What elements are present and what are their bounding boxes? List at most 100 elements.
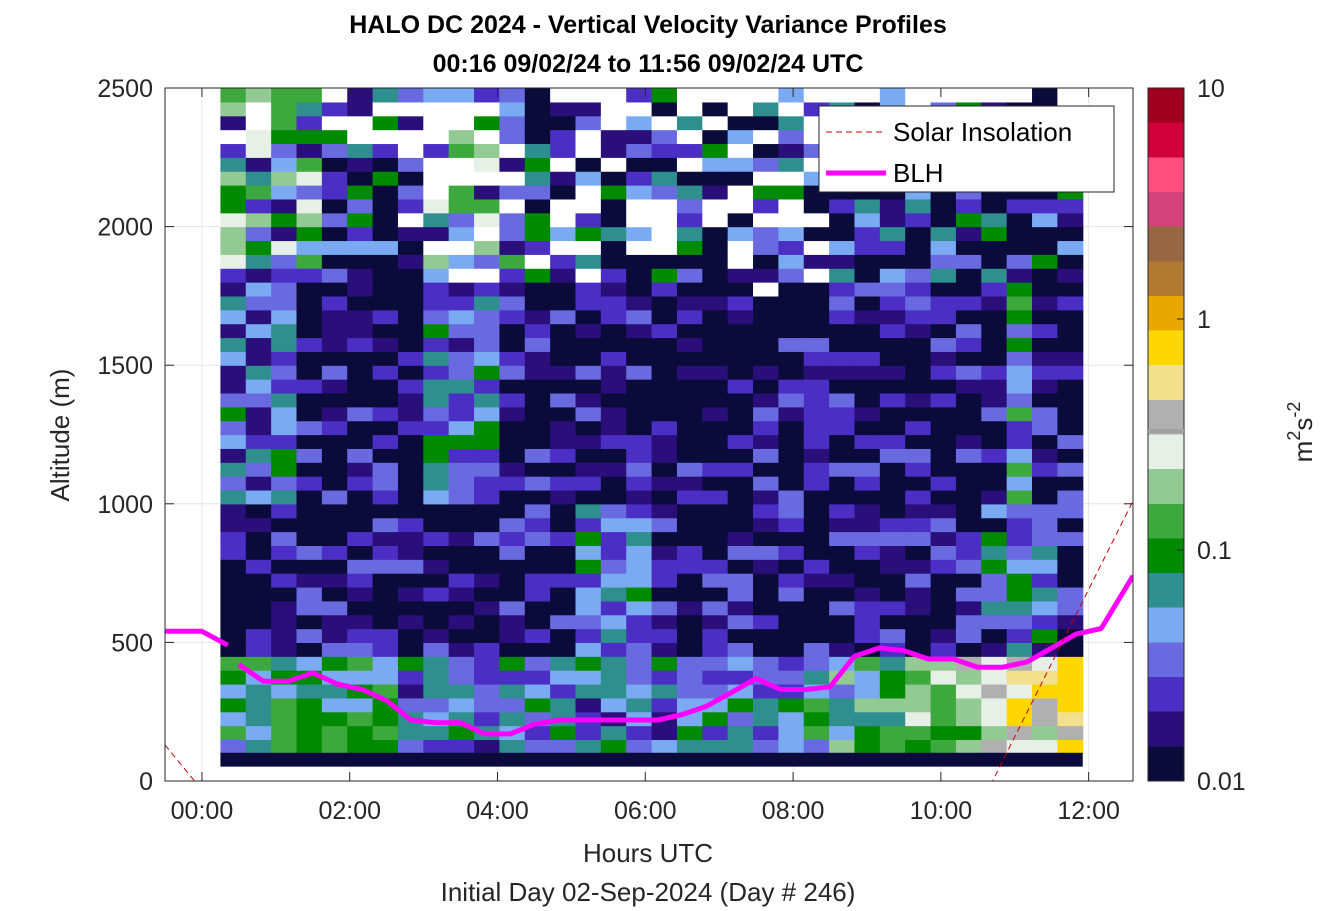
heatmap-cell (727, 642, 754, 657)
heatmap-cell (423, 379, 450, 394)
heatmap-cell (702, 379, 729, 394)
heatmap-cell (981, 642, 1008, 657)
heatmap-cell (727, 476, 754, 491)
heatmap-cell (879, 489, 906, 505)
heatmap-cell (651, 739, 678, 754)
heatmap-cell (575, 115, 602, 131)
heatmap-cell (930, 725, 957, 741)
heatmap-cell (550, 185, 577, 200)
heatmap-cell (499, 101, 526, 117)
heatmap-cell (955, 198, 982, 214)
heatmap-cell (753, 434, 779, 449)
heatmap-cell (626, 420, 653, 436)
heatmap-cell (803, 365, 830, 380)
heatmap-cell (397, 670, 424, 685)
heatmap-cell (676, 88, 703, 103)
heatmap-cell (676, 670, 703, 685)
heatmap-cell (702, 406, 729, 422)
heatmap-cell (575, 129, 602, 145)
heatmap-cell (245, 586, 272, 602)
heatmap-cell (1032, 697, 1058, 713)
heatmap-cell (676, 434, 703, 449)
heatmap-cell (1032, 462, 1058, 477)
heatmap-cell (955, 517, 982, 533)
heatmap-cell (651, 503, 678, 519)
heatmap-cell (854, 434, 881, 449)
heatmap-cell (879, 476, 906, 491)
heatmap-cell (879, 337, 906, 352)
heatmap-cell (854, 531, 881, 546)
heatmap-cell (676, 198, 703, 214)
heatmap-cell (651, 614, 678, 630)
heatmap-cell (930, 212, 957, 228)
heatmap-cell (1032, 586, 1058, 602)
heatmap-cell (347, 406, 374, 422)
heatmap-cell (600, 268, 627, 283)
heatmap-cell (296, 614, 323, 630)
heatmap-cell (778, 295, 805, 311)
heatmap-cell (600, 489, 627, 505)
heatmap-cell (829, 198, 856, 214)
heatmap-cell (474, 434, 501, 449)
footer-label: Initial Day 02-Sep-2024 (Day # 246) (441, 877, 856, 907)
heatmap-cell (397, 88, 424, 103)
heatmap-cell (829, 697, 856, 713)
heatmap-cell (753, 226, 779, 242)
heatmap-cell (423, 600, 450, 616)
heatmap-cell (245, 295, 272, 311)
heatmap-cell (1006, 309, 1033, 325)
heatmap-cell (626, 101, 653, 117)
heatmap-cell (676, 628, 703, 643)
heatmap-cell (981, 254, 1008, 269)
heatmap-cell (905, 614, 932, 630)
heatmap-cell (575, 88, 602, 103)
heatmap-cell (220, 420, 247, 436)
heatmap-cell (600, 129, 627, 145)
heatmap-cell (727, 101, 754, 117)
heatmap-cell (955, 392, 982, 408)
heatmap-cell (651, 379, 678, 394)
heatmap-cell (905, 198, 932, 214)
heatmap-cell (321, 531, 348, 546)
heatmap-cell (1032, 573, 1058, 588)
heatmap-cell (1057, 198, 1084, 214)
heatmap-cell (245, 185, 272, 200)
heatmap-cell (220, 379, 247, 394)
heatmap-cell (474, 656, 501, 671)
heatmap-cell (981, 448, 1008, 463)
heatmap-cell (372, 476, 399, 491)
heatmap-cell (879, 88, 906, 103)
heatmap-cell (397, 739, 424, 754)
heatmap-cell (753, 739, 779, 754)
heatmap-cell (651, 323, 678, 339)
heatmap-cell (245, 420, 272, 436)
heatmap-cell (474, 586, 501, 602)
heatmap-cell (474, 628, 501, 643)
heatmap-cell (245, 268, 272, 283)
heatmap-cell (245, 88, 272, 103)
heatmap-cell (600, 503, 627, 519)
heatmap-cell (702, 531, 729, 546)
heatmap-cell (550, 226, 577, 242)
heatmap-cell (803, 586, 830, 602)
heatmap-cell (955, 531, 982, 546)
heatmap-cell (575, 628, 602, 643)
heatmap-cell (220, 240, 247, 255)
heatmap-cell (372, 115, 399, 131)
heatmap-cell (905, 88, 932, 103)
heatmap-cell (575, 545, 602, 560)
heatmap-cell (930, 476, 957, 491)
heatmap-cell (930, 282, 957, 297)
heatmap-cell (753, 697, 779, 713)
heatmap-cell (854, 462, 881, 477)
heatmap-cell (626, 143, 653, 158)
heatmap-cell (372, 282, 399, 297)
heatmap-cell (448, 351, 475, 366)
heatmap-cell (778, 697, 805, 713)
heatmap-cell (930, 434, 957, 449)
heatmap-cell (778, 379, 805, 394)
heatmap-cell (524, 406, 551, 422)
heatmap-cell (474, 462, 501, 477)
heatmap-cell (1006, 725, 1033, 741)
heatmap-cell (575, 517, 602, 533)
